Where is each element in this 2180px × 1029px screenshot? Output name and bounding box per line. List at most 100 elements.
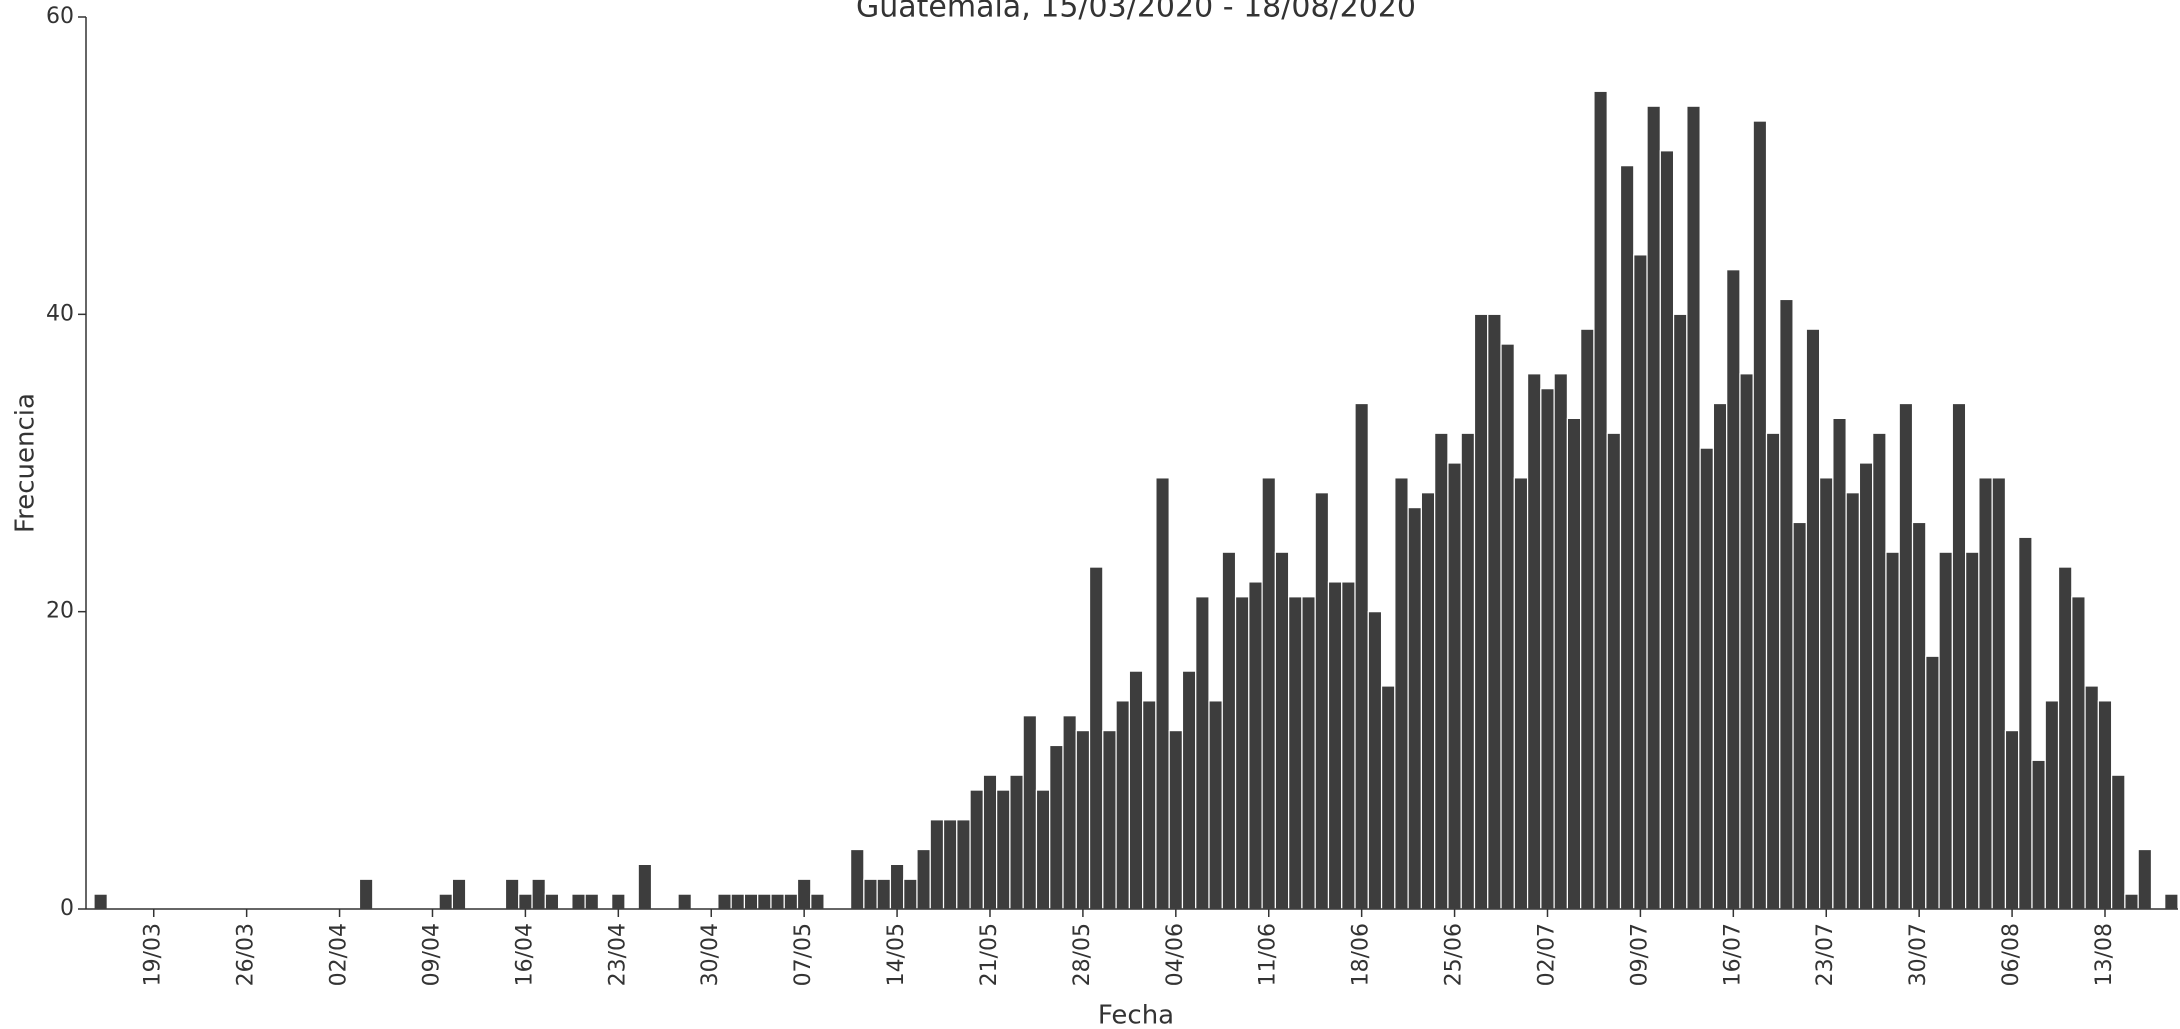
bar (531, 878, 546, 910)
bar (1858, 462, 1874, 910)
bar (1367, 611, 1383, 910)
bar (1434, 432, 1449, 910)
x-tick-label: 06/08 (1999, 923, 2024, 986)
x-tick-label: 02/07 (1534, 923, 1559, 986)
bar (1540, 388, 1555, 910)
bar (1022, 715, 1038, 910)
bar (996, 789, 1011, 910)
y-tick-label: 20 (46, 599, 74, 624)
bar (1168, 729, 1184, 910)
bar (1354, 402, 1369, 910)
bar (1380, 685, 1396, 910)
bar (982, 774, 998, 910)
bar (1288, 596, 1303, 910)
bar (504, 878, 520, 910)
y-tick-label: 40 (46, 301, 74, 326)
bar (358, 878, 374, 910)
bar (1261, 477, 1276, 910)
x-tick-label: 30/07 (1906, 923, 1931, 986)
bar (730, 893, 746, 910)
bar (571, 893, 586, 910)
bar (1035, 789, 1051, 910)
x-tick-label: 09/07 (1627, 923, 1652, 986)
bar (1195, 596, 1210, 910)
x-tick-label: 14/05 (884, 923, 909, 986)
bar (1553, 373, 1569, 910)
bar (1925, 655, 1940, 910)
x-tick-label: 02/04 (327, 923, 352, 986)
x-tick-label: 09/04 (419, 923, 444, 986)
bar (1049, 744, 1064, 910)
bar (1513, 477, 1529, 910)
x-tick-label: 26/03 (234, 923, 259, 986)
bar (2097, 700, 2113, 910)
x-tick-label: 16/04 (512, 923, 537, 986)
bar (929, 819, 945, 910)
x-tick-label: 25/06 (1442, 923, 1467, 986)
bar (2084, 685, 2099, 910)
bar (942, 819, 958, 910)
bar (1301, 596, 1316, 910)
bar (1885, 551, 1900, 910)
bar (903, 878, 918, 910)
bar (1672, 313, 1688, 910)
bar (1779, 298, 1794, 910)
bar (1726, 269, 1741, 910)
bar (1633, 254, 1648, 910)
x-tick-label: 28/05 (1070, 923, 1095, 986)
bar (796, 878, 812, 910)
bar (1566, 417, 1582, 910)
bar (916, 848, 931, 910)
y-tick-label: 60 (46, 4, 74, 29)
bar (1991, 477, 2007, 910)
bar (1593, 90, 1608, 910)
bar (1142, 700, 1157, 910)
bar (1765, 432, 1781, 910)
bar (1951, 402, 1967, 910)
bar (956, 819, 971, 910)
bar (637, 863, 653, 910)
bar (1911, 521, 1927, 910)
bar (1792, 521, 1807, 910)
bar (611, 893, 626, 910)
bar (717, 893, 732, 910)
bar (1752, 120, 1768, 910)
bar (1819, 477, 1834, 910)
bar (1805, 328, 1821, 910)
bar (889, 863, 905, 910)
bar (757, 893, 772, 910)
bar (1075, 729, 1091, 910)
bar (1832, 417, 1847, 910)
bar (1155, 477, 1170, 910)
x-tick-label: 07/05 (791, 923, 816, 986)
bar (783, 893, 799, 910)
bar (1898, 402, 1914, 910)
bar (863, 878, 878, 910)
bar (2031, 759, 2046, 910)
bar (451, 878, 467, 910)
bar (93, 893, 108, 910)
bar (2124, 893, 2139, 910)
bar (1659, 150, 1675, 910)
bar (1965, 551, 1980, 910)
x-tick-label: 11/06 (1256, 923, 1281, 986)
x-tick-label: 23/07 (1813, 923, 1838, 986)
y-axis-label: Frecuencia (11, 393, 41, 533)
bar (1500, 343, 1515, 910)
bar (1978, 477, 1993, 910)
bar (1872, 432, 1887, 910)
bar (2018, 536, 2033, 910)
bar (438, 893, 453, 910)
bar (1128, 670, 1144, 910)
bar (1102, 729, 1117, 910)
bar (2071, 596, 2086, 910)
x-tick-label: 30/04 (698, 923, 723, 986)
bar (969, 789, 984, 910)
x-tick-label: 21/05 (977, 923, 1002, 986)
x-tick-label: 13/08 (2092, 923, 2117, 986)
bar (2137, 848, 2153, 910)
bar (1341, 581, 1356, 910)
x-tick-label: 19/03 (141, 923, 166, 986)
bar (810, 893, 825, 910)
bar (1274, 551, 1290, 910)
